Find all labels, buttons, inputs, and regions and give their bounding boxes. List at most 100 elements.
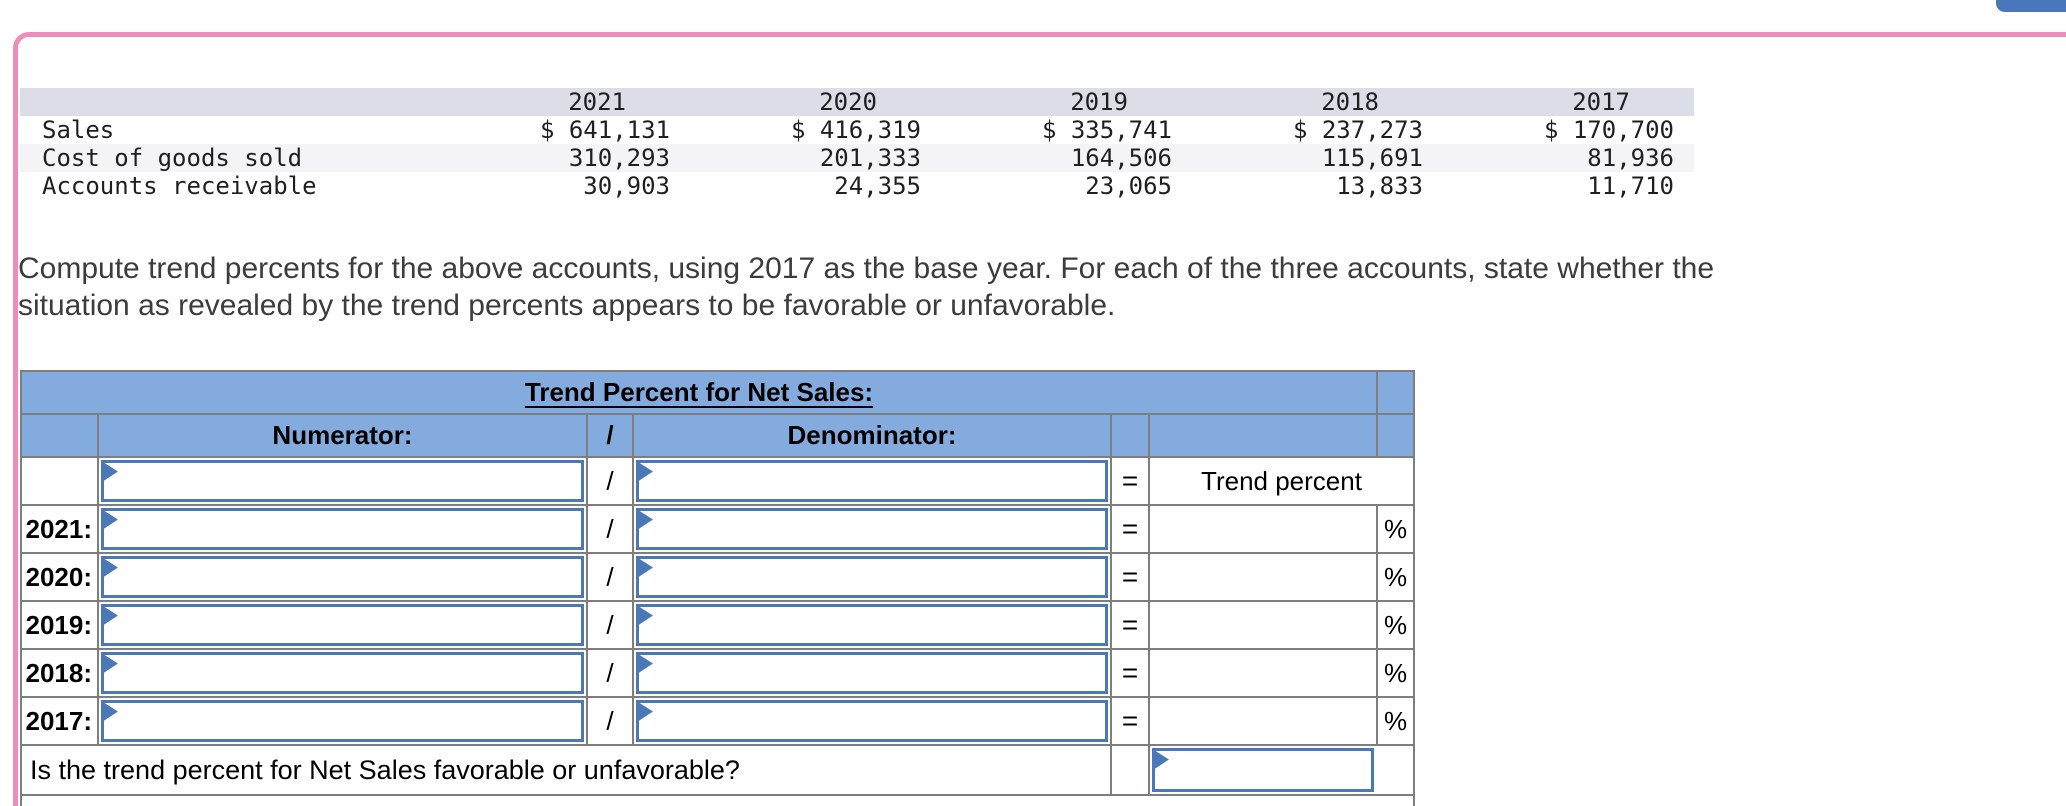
year-label: 2021:	[20, 504, 99, 554]
worksheet-row-2017: 2017: / = %	[20, 696, 1415, 746]
divide-sign: /	[586, 456, 634, 506]
divide-sign: /	[586, 696, 634, 746]
equals-sign: =	[1110, 456, 1150, 506]
table-row-accounts-receivable: Accounts receivable 30,903 24,355 23,065…	[20, 172, 1694, 200]
numerator-cell	[97, 456, 588, 506]
worksheet-title: Trend Percent for Net Sales:	[20, 370, 1378, 415]
cell-value: 164,506	[1070, 144, 1172, 172]
denominator-input-2019[interactable]	[636, 604, 1108, 646]
denominator-input-2017[interactable]	[636, 700, 1108, 742]
empty-row-cell	[20, 794, 1415, 806]
year-header: 2021	[568, 88, 626, 116]
denominator-input-2018[interactable]	[636, 652, 1108, 694]
table-header-row: 2021 2020 2019 2018 2017	[20, 88, 1694, 116]
equals-sign: =	[1110, 648, 1150, 698]
equals-sign: =	[1110, 600, 1150, 650]
cell-value: 115,691	[1321, 144, 1423, 172]
divide-sign-header: /	[586, 413, 634, 458]
denominator-input[interactable]	[636, 460, 1108, 502]
numerator-cell	[97, 552, 588, 602]
cell-value: 81,936	[1587, 144, 1674, 172]
denominator-cell	[632, 552, 1112, 602]
percent-sign: %	[1376, 648, 1415, 698]
cell-value: $ 416,319	[790, 116, 921, 144]
row-label: Sales	[42, 116, 115, 144]
worksheet-header-row: Numerator: / Denominator:	[20, 413, 1415, 458]
denominator-input-2021[interactable]	[636, 508, 1108, 550]
numerator-cell	[97, 504, 588, 554]
worksheet-title-row: Trend Percent for Net Sales:	[20, 370, 1415, 415]
numerator-cell	[97, 600, 588, 650]
worksheet-row-2020: 2020: / = %	[20, 552, 1415, 602]
numerator-input-2017[interactable]	[101, 700, 584, 742]
numerator-input-2019[interactable]	[101, 604, 584, 646]
equals-sign: =	[1110, 552, 1150, 602]
year-label-cell	[20, 456, 99, 506]
year-header: 2017	[1572, 88, 1630, 116]
year-label: 2020:	[20, 552, 99, 602]
equals-sign: =	[1110, 504, 1150, 554]
title-row-spacer-cell	[1376, 370, 1415, 415]
divide-sign: /	[586, 552, 634, 602]
percent-sign: %	[1376, 600, 1415, 650]
trend-percent-result-cell	[1148, 552, 1378, 602]
cell-value: 11,710	[1587, 172, 1674, 200]
trend-percent-label: Trend percent	[1148, 456, 1415, 506]
answer-cell	[1148, 744, 1415, 796]
year-label: 2017:	[20, 696, 99, 746]
divide-sign: /	[586, 648, 634, 698]
numerator-input-2021[interactable]	[101, 508, 584, 550]
denominator-cell	[632, 648, 1112, 698]
trend-percent-result-cell	[1148, 600, 1378, 650]
pink-frame-border	[13, 32, 2066, 806]
year-header: 2019	[1070, 88, 1128, 116]
year-label: 2019:	[20, 600, 99, 650]
formula-label-row: / = Trend percent	[20, 456, 1415, 506]
question-text: Is the trend percent for Net Sales favor…	[20, 744, 1112, 796]
worksheet-row-2019: 2019: / = %	[20, 600, 1415, 650]
trend-percent-result-cell	[1148, 648, 1378, 698]
denominator-cell	[632, 696, 1112, 746]
worksheet-empty-bottom-row	[20, 794, 1415, 806]
year-header: 2018	[1321, 88, 1379, 116]
numerator-header: Numerator:	[97, 413, 588, 458]
year-header: 2020	[819, 88, 877, 116]
cell-value: $ 641,131	[539, 116, 670, 144]
numerator-input-2020[interactable]	[101, 556, 584, 598]
cell-value: 201,333	[819, 144, 921, 172]
numerator-input-2018[interactable]	[101, 652, 584, 694]
divide-sign: /	[586, 600, 634, 650]
trend-percent-worksheet: Trend Percent for Net Sales: Numerator: …	[20, 370, 1415, 806]
denominator-input-2020[interactable]	[636, 556, 1108, 598]
trend-percent-result-cell	[1148, 504, 1378, 554]
header-spacer-cell	[1376, 413, 1415, 458]
percent-sign: %	[1376, 696, 1415, 746]
numerator-cell	[97, 648, 588, 698]
worksheet-question-row: Is the trend percent for Net Sales favor…	[20, 744, 1415, 796]
row-label: Accounts receivable	[42, 172, 317, 200]
numerator-input[interactable]	[101, 460, 584, 502]
instruction-line-2: situation as revealed by the trend perce…	[18, 289, 1116, 322]
equals-sign: =	[1110, 696, 1150, 746]
divide-sign: /	[586, 504, 634, 554]
favorable-unfavorable-input[interactable]	[1152, 748, 1374, 792]
account-data-table: 2021 2020 2019 2018 2017 Sales $ 641,131…	[20, 88, 1694, 200]
header-spacer	[20, 88, 439, 116]
cell-value: 310,293	[568, 144, 670, 172]
denominator-cell	[632, 600, 1112, 650]
header-spacer-cell	[1148, 413, 1378, 458]
denominator-cell	[632, 456, 1112, 506]
table-row-cogs: Cost of goods sold 310,293 201,333 164,5…	[20, 144, 1694, 172]
cell-value: 24,355	[834, 172, 921, 200]
cell-value: $ 170,700	[1543, 116, 1674, 144]
question-spacer-cell	[1110, 744, 1150, 796]
instruction-text: Compute trend percents for the above acc…	[18, 250, 1938, 324]
worksheet-row-2018: 2018: / = %	[20, 648, 1415, 698]
partial-blue-button[interactable]	[1996, 0, 2066, 12]
cell-value: $ 237,273	[1292, 116, 1423, 144]
cell-value: 13,833	[1336, 172, 1423, 200]
header-spacer-cell	[20, 413, 99, 458]
percent-sign: %	[1376, 552, 1415, 602]
header-spacer-cell	[1110, 413, 1150, 458]
